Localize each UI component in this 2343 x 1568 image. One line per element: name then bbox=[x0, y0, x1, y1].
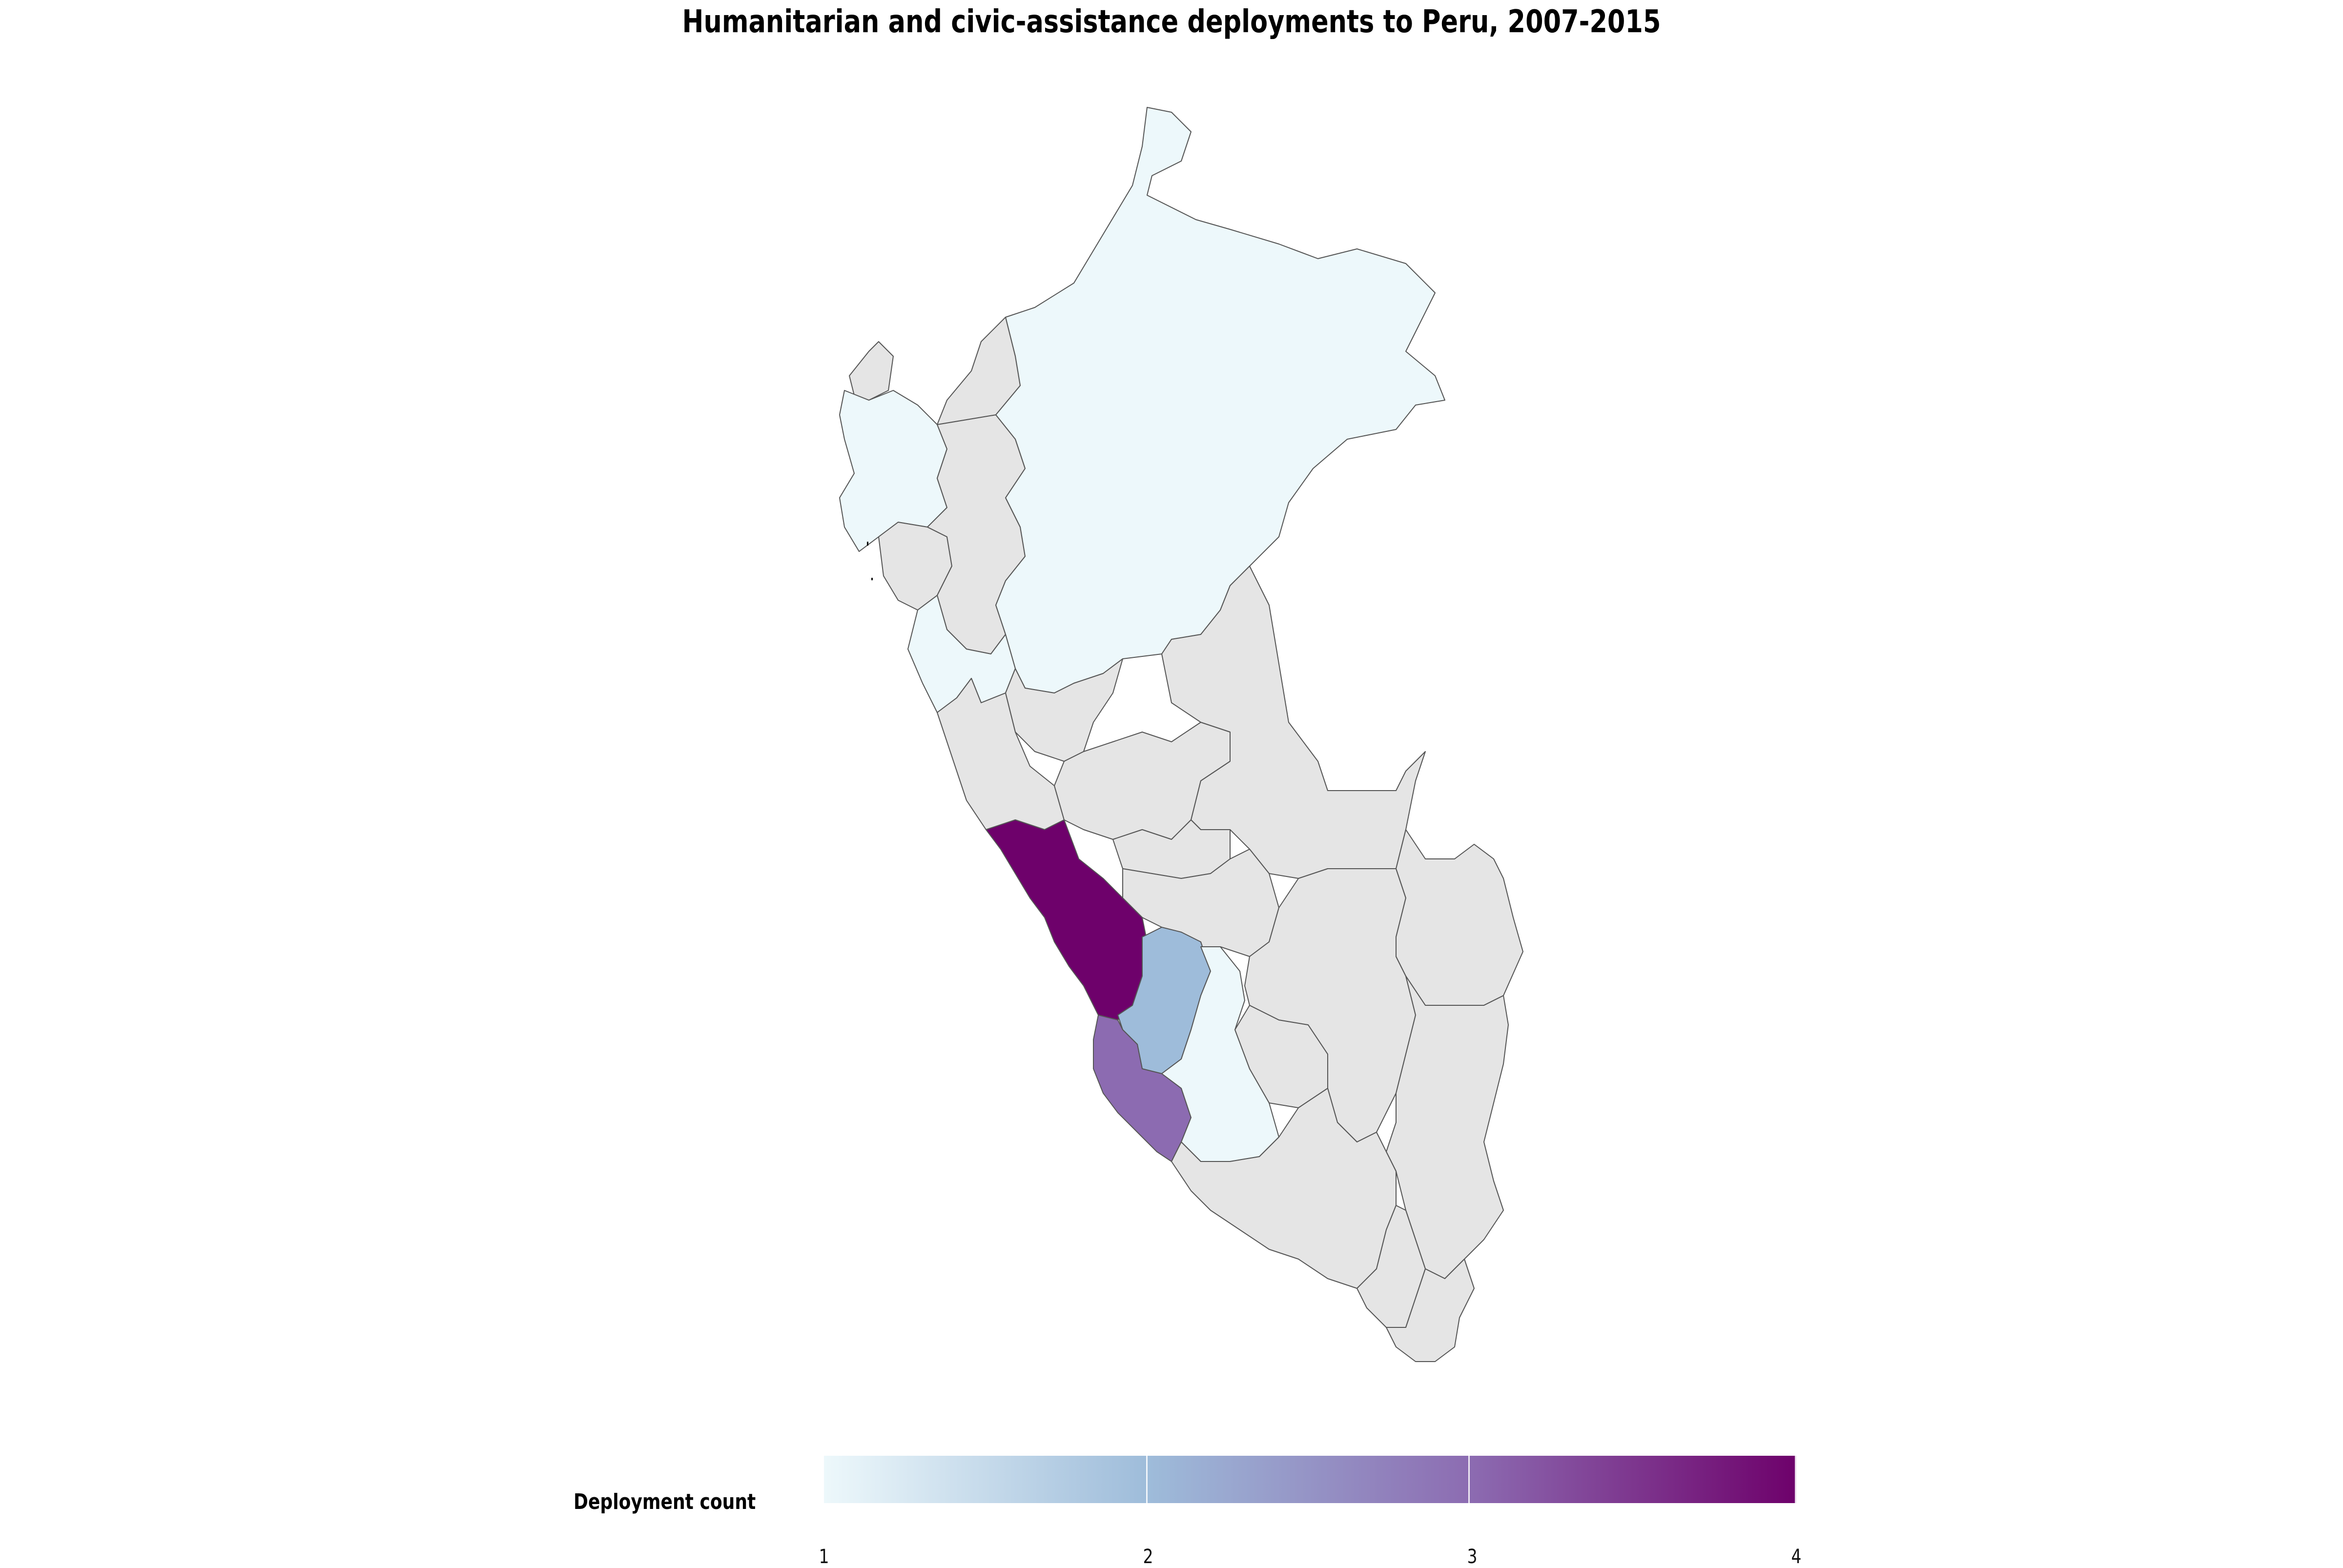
map-title: Humanitarian and civic-assistance deploy… bbox=[682, 4, 1661, 40]
legend-tick-mark bbox=[1795, 1456, 1796, 1503]
region-amazonas bbox=[937, 317, 1021, 425]
region-loreto bbox=[995, 107, 1445, 693]
legend-tick-label-3: 3 bbox=[1467, 1546, 1478, 1568]
island-marker bbox=[871, 578, 873, 580]
legend-tick-label-4: 4 bbox=[1791, 1546, 1802, 1568]
region-madre-de-dios bbox=[1396, 829, 1523, 1006]
legend-tick-mark bbox=[1468, 1456, 1470, 1503]
region-tacna bbox=[1386, 1259, 1475, 1362]
region-arequipa bbox=[1171, 1088, 1397, 1289]
region-ucayali bbox=[1161, 566, 1426, 879]
legend-title: Deployment count bbox=[574, 1489, 756, 1514]
legend-tick-mark bbox=[1146, 1456, 1148, 1503]
region-puno bbox=[1386, 976, 1509, 1279]
island-marker bbox=[867, 542, 868, 546]
legend-color-bar bbox=[824, 1456, 1796, 1503]
region-tumbes bbox=[849, 341, 894, 401]
legend-tick-label-2: 2 bbox=[1143, 1546, 1153, 1568]
legend-tick-label-1: 1 bbox=[819, 1546, 829, 1568]
